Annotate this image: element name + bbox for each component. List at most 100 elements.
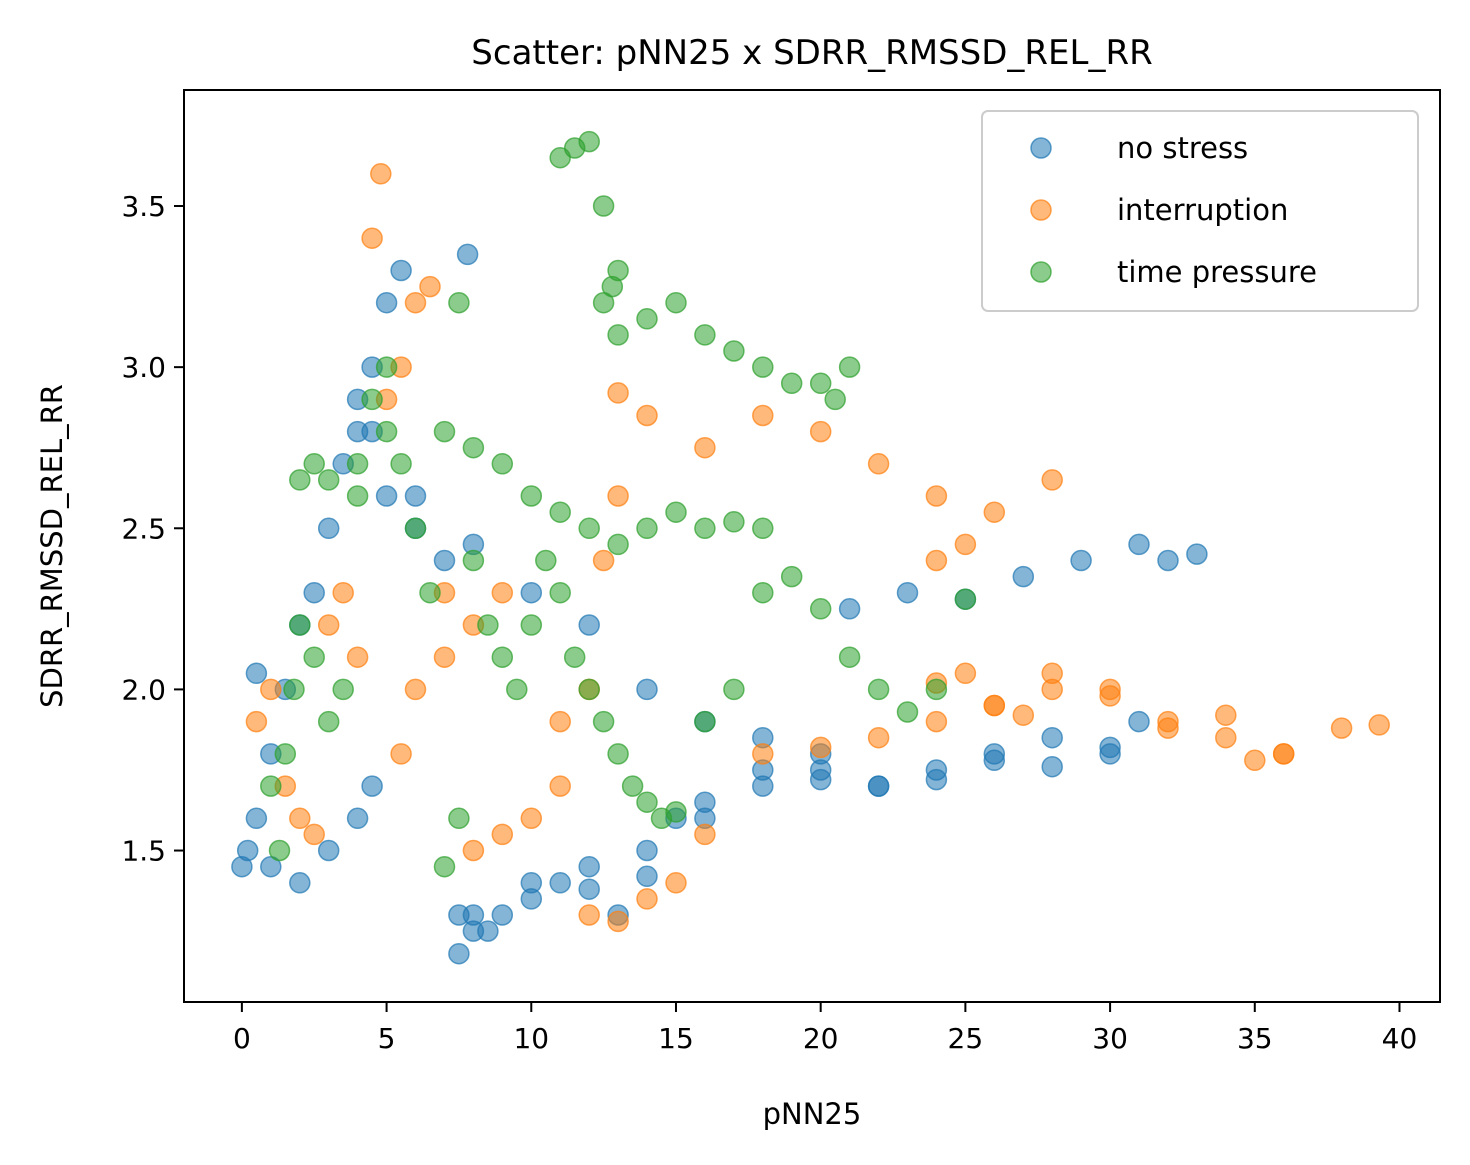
data-point xyxy=(491,904,514,926)
data-point xyxy=(346,646,369,668)
data-point xyxy=(375,485,398,507)
data-point xyxy=(665,291,687,314)
data-point xyxy=(419,581,441,604)
data-point xyxy=(592,195,615,217)
data-point xyxy=(636,517,658,540)
data-point xyxy=(433,646,456,668)
y-tick-label: 3.5 xyxy=(121,190,166,223)
data-point xyxy=(809,420,832,443)
data-point xyxy=(896,581,919,604)
data-point xyxy=(361,775,383,797)
legend-box xyxy=(981,110,1419,312)
x-tick-label: 25 xyxy=(948,1022,984,1055)
data-point xyxy=(896,701,919,723)
data-point xyxy=(491,581,514,604)
data-point xyxy=(1272,743,1295,765)
data-point xyxy=(477,614,499,636)
data-point xyxy=(925,549,948,572)
data-point xyxy=(867,453,890,475)
data-point xyxy=(236,839,259,862)
data-point xyxy=(370,163,392,185)
data-point xyxy=(303,453,325,475)
data-point xyxy=(289,807,311,830)
x-tick-label: 10 xyxy=(513,1022,549,1055)
y-axis: 1.5 2.0 2.5 3.0 3.5 xyxy=(121,190,184,868)
data-point xyxy=(317,839,340,862)
data-point xyxy=(549,872,571,894)
x-tick-label: 15 xyxy=(658,1022,694,1055)
data-point xyxy=(752,581,774,604)
data-point xyxy=(549,501,571,523)
x-tick-label: 5 xyxy=(378,1022,396,1055)
legend-label: time pressure xyxy=(1117,255,1317,289)
data-point xyxy=(245,710,268,733)
data-point xyxy=(809,372,832,395)
data-point xyxy=(1157,717,1179,739)
data-point xyxy=(592,291,615,314)
data-point xyxy=(375,291,398,314)
data-point xyxy=(752,404,774,427)
data-point xyxy=(332,678,354,701)
data-point xyxy=(520,807,543,830)
data-point xyxy=(549,775,571,797)
data-point xyxy=(390,259,412,282)
data-point xyxy=(780,372,803,395)
data-point xyxy=(578,517,600,540)
data-point xyxy=(303,823,325,846)
data-point xyxy=(1157,549,1179,572)
data-point xyxy=(289,614,311,636)
data-point xyxy=(520,872,543,894)
data-point xyxy=(1186,543,1208,565)
data-point xyxy=(1330,717,1353,739)
data-point xyxy=(925,485,948,507)
data-point xyxy=(317,517,340,540)
data-point xyxy=(983,501,1006,523)
data-point xyxy=(694,710,716,733)
data-point xyxy=(578,678,600,701)
data-point xyxy=(346,485,369,507)
data-point xyxy=(1128,533,1150,556)
data-point xyxy=(607,382,629,404)
data-point xyxy=(1244,749,1266,772)
data-point xyxy=(375,420,398,443)
data-point xyxy=(824,388,846,411)
data-point xyxy=(520,614,543,636)
data-point xyxy=(1368,714,1390,736)
data-point xyxy=(723,678,745,701)
data-point xyxy=(592,710,615,733)
data-point xyxy=(780,565,803,588)
data-point xyxy=(1041,755,1063,778)
data-point xyxy=(621,775,644,797)
data-point xyxy=(433,420,456,443)
data-point xyxy=(636,678,658,701)
data-point xyxy=(607,533,629,556)
data-point xyxy=(838,598,861,620)
data-point xyxy=(665,801,687,823)
data-point xyxy=(549,581,571,604)
legend-marker xyxy=(1030,137,1052,159)
series-no-stress xyxy=(231,243,1208,965)
data-point xyxy=(983,749,1006,772)
y-tick-label: 3.0 xyxy=(121,351,166,384)
legend-marker xyxy=(1030,199,1052,221)
data-point xyxy=(1012,704,1035,726)
data-point xyxy=(419,275,441,298)
data-point xyxy=(506,678,528,701)
data-point xyxy=(433,549,456,572)
data-point xyxy=(694,517,716,540)
legend-label: no stress xyxy=(1117,131,1248,165)
data-point xyxy=(390,453,412,475)
data-point xyxy=(636,404,658,427)
data-point xyxy=(1012,565,1035,588)
points-layer xyxy=(231,130,1390,965)
data-point xyxy=(462,839,485,862)
data-point xyxy=(578,130,600,153)
x-tick-label: 0 xyxy=(233,1022,251,1055)
data-point xyxy=(636,839,658,862)
data-point xyxy=(332,581,354,604)
data-point xyxy=(867,726,890,749)
data-point xyxy=(752,517,774,540)
data-point xyxy=(1099,678,1121,701)
data-point xyxy=(268,839,291,862)
data-point xyxy=(1070,549,1092,572)
